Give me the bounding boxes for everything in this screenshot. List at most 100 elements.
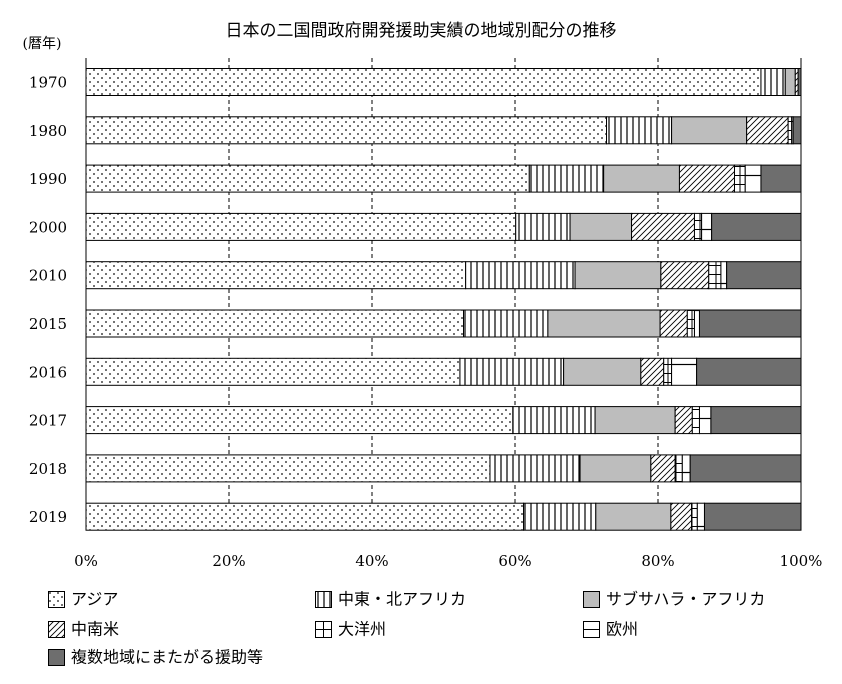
legend-swatch-middle-east — [315, 591, 332, 608]
x-tick-label: 100% — [780, 552, 823, 570]
bar-segment — [465, 261, 576, 290]
bar-segment — [663, 357, 673, 386]
bar-segment — [574, 261, 662, 290]
bar-segment — [85, 406, 514, 435]
bar-segment — [734, 164, 746, 193]
bar-segment — [691, 502, 698, 531]
bar-segment — [459, 357, 565, 386]
bar-segment — [701, 212, 713, 241]
bar-segment — [710, 406, 802, 435]
category-label: 2018 — [29, 460, 67, 478]
bar-segment — [85, 212, 517, 241]
bar-segment — [760, 164, 802, 193]
legend-item-middle-east: 中東・北アフリカ — [315, 588, 466, 610]
bar-segment — [797, 68, 802, 96]
x-tick-label: 0% — [74, 552, 98, 570]
category-label: 2017 — [29, 412, 67, 430]
bar-segment — [678, 164, 736, 193]
legend-item-multi-region: 複数地域にまたがる援助等 — [48, 646, 263, 668]
x-tick-label: 60% — [498, 552, 531, 570]
legend-label-middle-east: 中東・北アフリカ — [338, 589, 467, 609]
legend-label-latin-america: 中南米 — [71, 619, 120, 639]
legend-label-subsaharan: サブサハラ・アフリカ — [606, 589, 766, 609]
bar-segment — [760, 68, 786, 96]
bar-segment — [689, 454, 802, 483]
bar-segment — [523, 502, 597, 531]
bar-segment — [744, 164, 762, 193]
category-label: 1990 — [29, 170, 67, 188]
bar-segment — [85, 357, 461, 386]
bars — [85, 68, 802, 531]
bar-segment — [631, 212, 695, 241]
bar-segment — [547, 309, 661, 338]
bar-segment — [563, 357, 642, 386]
category-label: 2016 — [29, 363, 67, 381]
bar-segment — [784, 68, 796, 96]
bar-segment — [528, 164, 605, 193]
bar-segment — [85, 261, 467, 290]
bar-segment — [671, 116, 748, 145]
bar-segment — [696, 502, 705, 531]
bar-segment — [463, 309, 549, 338]
bar-segment — [708, 261, 722, 290]
bar-segment — [489, 454, 581, 483]
bar-segment — [85, 68, 762, 96]
legend-swatch-latin-america — [48, 621, 65, 638]
category-label: 2010 — [29, 267, 67, 285]
bar-segment — [594, 406, 676, 435]
legend-swatch-multi-region — [48, 649, 65, 666]
x-tick-label: 80% — [641, 552, 674, 570]
bar-segment — [698, 406, 712, 435]
legend-item-subsaharan: サブサハラ・アフリカ — [583, 588, 765, 610]
legend-swatch-asia — [48, 591, 65, 608]
bar-segment — [681, 454, 691, 483]
chart-title: 日本の二国間政府開発援助実績の地域別配分の推移 — [226, 21, 617, 41]
bar-segment — [691, 406, 700, 435]
bar-segment — [787, 116, 793, 145]
bar-segment — [85, 502, 525, 531]
bar-segment — [693, 212, 703, 241]
bar-segment — [579, 454, 652, 483]
bar-segment — [659, 309, 688, 338]
bar-segment — [85, 116, 608, 145]
category-label: 2019 — [29, 508, 67, 526]
bar-segment — [650, 454, 676, 483]
bar-segment — [792, 116, 802, 145]
bar-segment — [85, 164, 530, 193]
bar-segment — [640, 357, 665, 386]
category-label: 2000 — [29, 218, 67, 236]
category-label: 2015 — [29, 315, 67, 333]
legend-item-oceania: 大洋州 — [315, 618, 386, 640]
legend-item-latin-america: 中南米 — [48, 618, 119, 640]
bar-segment — [569, 212, 633, 241]
bar-segment — [603, 164, 680, 193]
legend-label-asia: アジア — [71, 589, 119, 609]
bar-segment — [674, 454, 683, 483]
category-labels: 1970 1980 1990 2000 2010 2015 2016 2017 2018 2019 — [29, 74, 67, 527]
x-tick-labels: 0% 20% 40% 60% 80% 100% — [74, 552, 822, 570]
bar-segment — [674, 406, 693, 435]
bar-segment — [686, 309, 695, 338]
bar-segment — [85, 454, 491, 483]
bar-segment — [746, 116, 789, 145]
bar-segment — [693, 309, 700, 338]
bar-segment — [671, 357, 698, 386]
legend-swatch-europe — [583, 621, 600, 638]
bar-segment — [512, 406, 596, 435]
bar-segment — [726, 261, 802, 290]
bar-segment — [698, 309, 802, 338]
bar-segment — [696, 357, 802, 386]
x-tick-label: 20% — [212, 552, 245, 570]
bar-segment — [595, 502, 672, 531]
category-label: 1970 — [29, 74, 67, 92]
bar-segment — [711, 212, 802, 241]
legend-label-multi-region: 複数地域にまたがる援助等 — [71, 647, 264, 667]
legend-swatch-subsaharan — [583, 591, 600, 608]
bar-segment — [703, 502, 802, 531]
x-tick-label: 40% — [355, 552, 388, 570]
legend-label-europe: 欧州 — [606, 619, 639, 639]
bar-segment — [85, 309, 465, 338]
legend: アジア 中東・北アフリカ サブサハラ・アフリカ 中南米 大洋州 欧州 複数地域に… — [48, 588, 838, 684]
legend-item-asia: アジア — [48, 588, 118, 610]
